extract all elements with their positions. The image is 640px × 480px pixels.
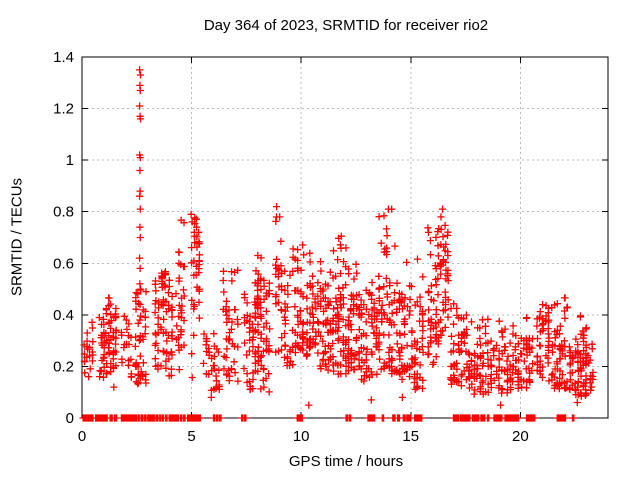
scatter-markers	[79, 66, 597, 422]
tick-labels: 0 5 10 15 20 0 0.2 0.4 0.6 0.8 1 1.2 1.4	[53, 49, 529, 445]
y-tick-label: 0.4	[53, 307, 74, 324]
y-tick-label: 0.6	[53, 255, 74, 272]
y-tick-label: 0.8	[53, 204, 74, 221]
x-tick-label: 10	[293, 428, 310, 445]
y-tick-label: 0	[66, 410, 74, 427]
y-tick-label: 1.4	[53, 49, 74, 66]
x-axis-label: GPS time / hours	[288, 453, 404, 470]
y-tick-label: 0.2	[53, 358, 74, 375]
x-tick-label: 20	[512, 428, 529, 445]
x-tick-label: 15	[402, 428, 419, 445]
grid-lines	[82, 57, 608, 418]
data-points	[79, 66, 597, 422]
y-tick-label: 1	[66, 152, 74, 169]
x-tick-label: 0	[78, 428, 86, 445]
chart-title: Day 364 of 2023, SRMTID for receiver rio…	[203, 17, 489, 34]
x-tick-label: 5	[187, 428, 195, 445]
y-tick-label: 1.2	[53, 101, 74, 118]
